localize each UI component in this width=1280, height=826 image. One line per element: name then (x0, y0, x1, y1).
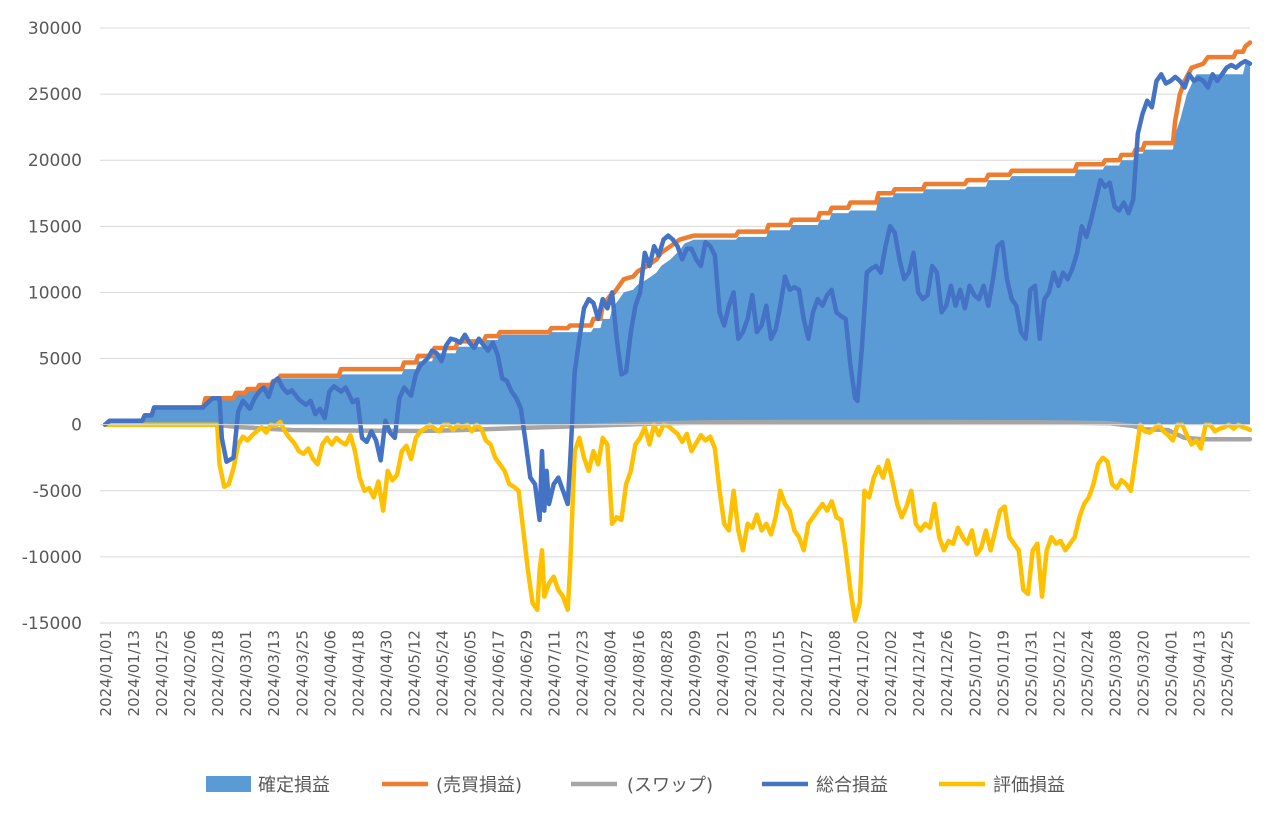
line-series-hyoka (102, 419, 1253, 623)
legend-label: (売買損益) (436, 775, 522, 796)
y-tick-label: 30000 (28, 19, 82, 39)
legend-item-baibai: (売買損益) (382, 775, 522, 796)
x-tick-label: 2024/12/14 (910, 630, 928, 716)
y-tick-label: -5000 (33, 482, 82, 502)
x-tick-label: 2025/01/19 (994, 630, 1012, 716)
x-tick-label: 2024/01/25 (153, 630, 171, 716)
legend-label: 総合損益 (816, 775, 888, 796)
x-tick-label: 2024/01/01 (97, 630, 115, 716)
y-tick-label: -15000 (22, 614, 82, 634)
x-tick-label: 2024/02/06 (181, 630, 199, 716)
legend-label: 確定損益 (258, 775, 330, 796)
x-tick-label: 2024/05/12 (405, 630, 423, 716)
x-tick-label: 2025/01/31 (1022, 630, 1040, 716)
legend-label: 評価損益 (993, 775, 1065, 796)
x-tick-label: 2024/04/06 (321, 630, 339, 716)
x-tick-label: 2024/03/01 (237, 630, 255, 716)
x-tick-label: 2024/08/16 (630, 630, 648, 716)
x-tick-label: 2025/04/01 (1163, 630, 1181, 716)
line-series-swap (102, 419, 1253, 442)
x-tick-label: 2024/01/13 (125, 630, 143, 716)
x-tick-label: 2025/01/07 (966, 630, 984, 716)
x-tick-label: 2025/03/20 (1135, 630, 1153, 716)
x-tick-label: 2024/07/11 (546, 630, 564, 716)
y-tick-label: 20000 (28, 151, 82, 171)
x-tick-label: 2025/02/12 (1050, 630, 1068, 716)
x-tick-label: 2024/06/05 (462, 630, 480, 716)
line-series-sogo (102, 58, 1253, 523)
legend-item-hyoka: 評価損益 (939, 775, 1065, 796)
x-tick-label: 2024/03/13 (265, 630, 283, 716)
x-tick-label: 2024/09/21 (714, 630, 732, 716)
y-tick-label: 10000 (28, 283, 82, 303)
x-tick-label: 2024/10/03 (742, 630, 760, 716)
x-tick-label: 2024/08/28 (658, 630, 676, 716)
x-tick-label: 2024/06/17 (490, 630, 508, 716)
x-tick-label: 2025/04/25 (1219, 630, 1237, 716)
area-series-layer (105, 63, 1250, 425)
x-tick-label: 2024/05/24 (433, 630, 451, 716)
y-axis: 30000 25000 20000 15000 10000 5000 0 -5000 -1000… (22, 19, 82, 634)
x-tick-label: 2024/09/09 (686, 630, 704, 716)
x-tick-label: 2025/03/08 (1106, 630, 1124, 716)
x-tick-label: 2024/11/08 (826, 630, 844, 716)
x-axis: 2024/01/01 2024/01/13 2024/01/25 2024/02/06… (97, 424, 1250, 716)
x-tick-label: 2024/11/20 (854, 630, 872, 716)
x-tick-label: 2024/06/29 (518, 630, 536, 716)
line-series-layer (102, 40, 1253, 623)
x-tick-label: 2024/12/02 (882, 630, 900, 716)
x-tick-label: 2024/07/23 (574, 630, 592, 716)
x-tick-label: 2024/02/18 (209, 630, 227, 716)
x-tick-label: 2024/08/04 (602, 630, 620, 716)
x-tick-label: 2024/03/25 (293, 630, 311, 716)
legend-swatch (206, 776, 251, 792)
x-tick-label: 2025/04/13 (1191, 630, 1209, 716)
x-tick-label: 2024/10/27 (798, 630, 816, 716)
y-tick-label: 25000 (28, 85, 82, 105)
x-tick-label: 2024/04/18 (349, 630, 367, 716)
legend-item-sogo: 総合損益 (762, 775, 888, 796)
y-tick-label: 15000 (28, 217, 82, 237)
x-tick-label: 2024/10/15 (770, 630, 788, 716)
legend-item-kakutei: 確定損益 (206, 775, 330, 796)
area-series-kakutei (105, 63, 1250, 425)
legend: 確定損益 (売買損益) (スワップ) 総合損益 評価損益 (206, 775, 1065, 796)
x-tick-label: 2025/02/24 (1078, 630, 1096, 716)
y-tick-label: 5000 (39, 350, 82, 370)
legend-label: (スワップ) (627, 775, 713, 796)
y-tick-label: -10000 (22, 548, 82, 568)
legend-item-swap: (スワップ) (571, 775, 713, 796)
x-tick-label: 2024/04/30 (377, 630, 395, 716)
x-tick-label: 2024/12/26 (938, 630, 956, 716)
y-tick-label: 0 (71, 416, 82, 436)
